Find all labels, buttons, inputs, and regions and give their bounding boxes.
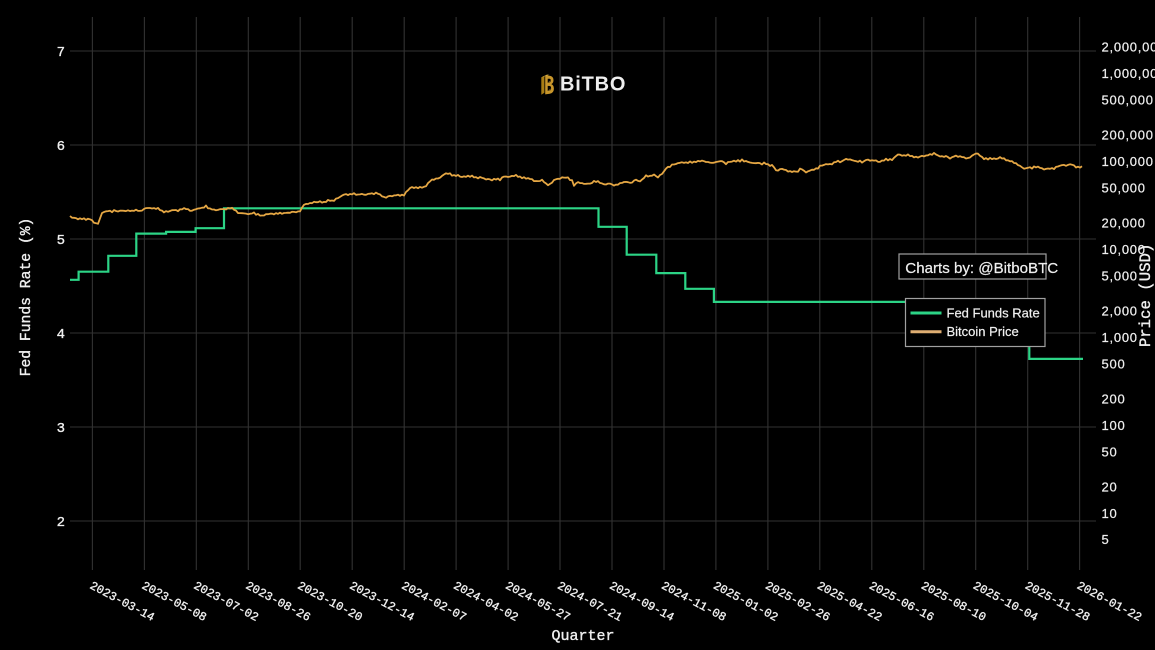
svg-text:4: 4 [57, 327, 65, 343]
svg-text:50: 50 [1102, 444, 1118, 459]
svg-text:20: 20 [1102, 479, 1118, 494]
svg-text:Price (USD): Price (USD) [1137, 244, 1155, 348]
svg-text:2,000,000: 2,000,000 [1102, 40, 1155, 55]
svg-text:2,000: 2,000 [1102, 303, 1138, 318]
svg-text:100,000: 100,000 [1102, 154, 1154, 169]
svg-text:200,000: 200,000 [1102, 128, 1154, 143]
svg-text:5: 5 [1102, 532, 1110, 547]
svg-text:2: 2 [57, 515, 65, 531]
svg-text:100: 100 [1102, 418, 1126, 433]
svg-text:1,000: 1,000 [1102, 330, 1138, 345]
svg-text:BiTBO: BiTBO [560, 74, 626, 96]
svg-text:200: 200 [1102, 391, 1126, 406]
svg-text:500,000: 500,000 [1102, 93, 1154, 108]
svg-text:Fed Funds Rate: Fed Funds Rate [947, 305, 1040, 320]
svg-text:7: 7 [57, 45, 65, 61]
svg-text:Charts by: @BitboBTC: Charts by: @BitboBTC [905, 260, 1058, 277]
svg-text:20,000: 20,000 [1102, 216, 1146, 231]
svg-text:50,000: 50,000 [1102, 181, 1146, 196]
svg-text:5,000: 5,000 [1102, 268, 1138, 283]
svg-text:Fed Funds Rate (%): Fed Funds Rate (%) [19, 218, 35, 377]
svg-text:3: 3 [57, 421, 65, 437]
svg-text:5: 5 [57, 233, 65, 249]
svg-text:6: 6 [57, 139, 65, 155]
svg-text:500: 500 [1102, 356, 1126, 371]
svg-text:Quarter: Quarter [551, 628, 614, 645]
svg-text:1,000,000: 1,000,000 [1102, 66, 1155, 81]
svg-text:10: 10 [1102, 506, 1118, 521]
svg-text:Bitcoin Price: Bitcoin Price [947, 324, 1019, 339]
svg-text:10,000: 10,000 [1102, 242, 1146, 257]
